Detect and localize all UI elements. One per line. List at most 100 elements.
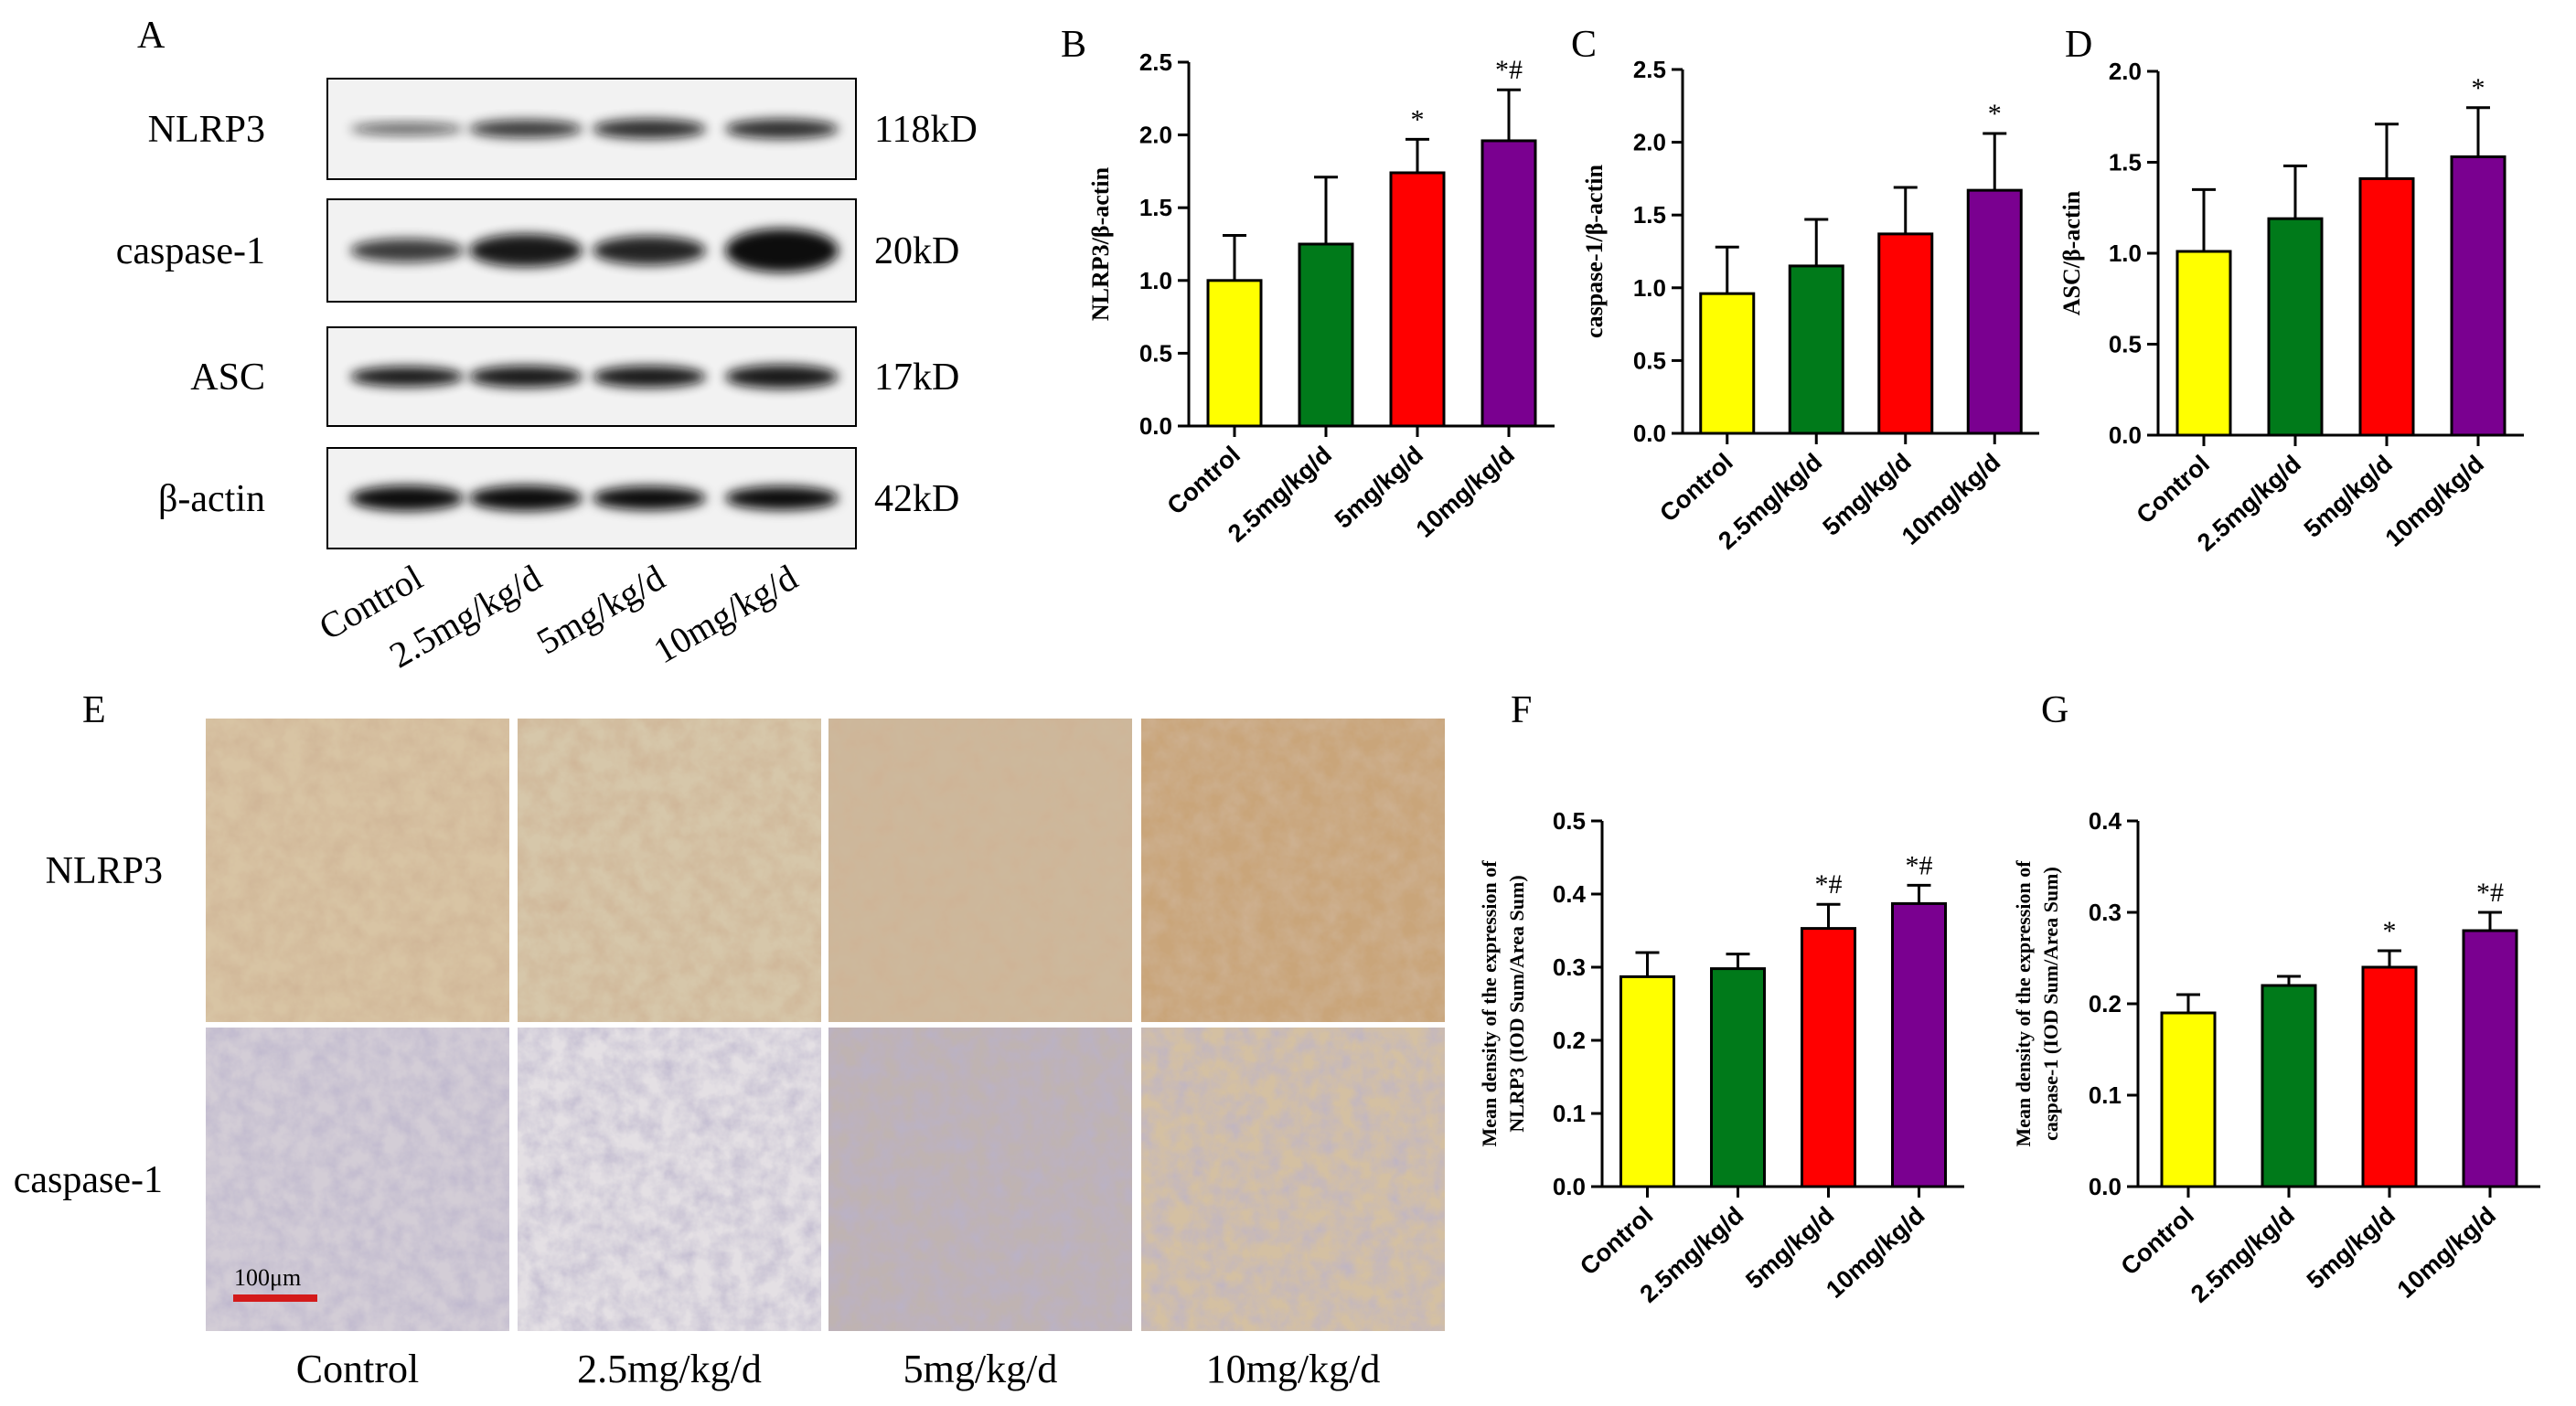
chart-asc-blot: 0.00.51.01.52.0ASC/β-actinControl2.5mg/k…: [2058, 58, 2524, 557]
blot-size-label: 20kD: [874, 230, 959, 272]
ihc-column-label: 10mg/kg/d: [1206, 1347, 1381, 1391]
blot-band: [469, 485, 583, 511]
y-tick-label: 0.5: [1553, 807, 1586, 835]
bar: [2261, 984, 2317, 1188]
bar: [2358, 176, 2415, 437]
blot-band: [725, 119, 839, 139]
y-tick-label: 0.0: [2109, 421, 2142, 449]
ihc-column-label: 5mg/kg/d: [903, 1347, 1058, 1391]
panel-letter-d: D: [2065, 24, 2092, 66]
y-tick-label: 1.0: [1633, 274, 1666, 302]
y-axis-label: Mean density of the expression of: [2012, 860, 2035, 1147]
ihc-column-label: 2.5mg/kg/d: [577, 1347, 762, 1391]
chart-nlrp3-blot: 0.00.51.01.52.02.5NLRP3/β-actinControl2.…: [1087, 48, 1555, 548]
chart-caspase1-blot: 0.0 0.5 1.0 1.5 2.0 2.5 caspase-1/β-actin Contr…: [1581, 56, 2039, 555]
panel-letter-g: G: [2041, 689, 2068, 731]
y-tick-label: 0.3: [2089, 899, 2122, 926]
ihc-micrograph: [1141, 719, 1445, 1022]
blot-band: [593, 236, 706, 265]
blot-band: [469, 366, 583, 388]
y-tick-label: 0.2: [2089, 990, 2122, 1017]
y-tick-label: 0.2: [1553, 1027, 1586, 1054]
significance-mark: *: [2383, 916, 2397, 946]
x-tick-label: 10mg/kg/d: [1897, 448, 2005, 550]
y-tick-label: 0.0: [1139, 412, 1172, 440]
blot-protein-label: NLRP3: [148, 109, 265, 151]
bar: [1206, 279, 1263, 428]
bar: [1877, 232, 1934, 435]
y-tick-label: 0.0: [1553, 1173, 1586, 1200]
x-tick-label: Control: [2116, 1201, 2199, 1281]
y-tick-label: 2.5: [1633, 56, 1666, 83]
blot-size-label: 118kD: [874, 109, 978, 151]
blot-band: [350, 239, 464, 262]
x-tick-label: 10mg/kg/d: [1411, 441, 1520, 543]
blot-band: [593, 486, 706, 510]
y-tick-label: 1.5: [2109, 149, 2142, 176]
blot-band: [350, 367, 464, 387]
x-tick-label: 10mg/kg/d: [2380, 450, 2489, 552]
blot-lane-label: 10mg/kg/d: [647, 557, 805, 672]
x-tick-label: Control: [2132, 450, 2215, 529]
ihc-row-label: caspase-1: [14, 1159, 163, 1201]
blot-band: [725, 486, 839, 510]
y-tick-label: 1.0: [2109, 240, 2142, 267]
significance-mark: *: [1988, 99, 2002, 129]
blot-band: [725, 229, 839, 272]
bar: [1966, 188, 2023, 435]
y-tick-label: 1.0: [1139, 267, 1172, 294]
y-axis-label: Mean density of the expression of: [1478, 860, 1501, 1147]
y-tick-label: 0.4: [1553, 880, 1587, 908]
ihc-micrograph: [518, 1028, 821, 1331]
bar: [2450, 155, 2507, 437]
blot-protein-label: caspase-1: [116, 230, 265, 272]
y-tick-label: 0.5: [2109, 331, 2142, 358]
significance-mark: *#: [2476, 878, 2504, 908]
blot-protein-label: β-actin: [158, 478, 265, 520]
y-tick-label: 2.0: [1633, 129, 1666, 156]
y-axis-label: ASC/β-actin: [2058, 190, 2085, 315]
bar: [1710, 967, 1766, 1188]
scale-bar: [233, 1294, 317, 1302]
bar: [1389, 171, 1446, 428]
panel-letter-e: E: [82, 689, 106, 731]
bar: [2175, 250, 2232, 437]
panel-letter-b: B: [1061, 24, 1086, 66]
panel-letter-c: C: [1571, 24, 1597, 66]
y-axis-label: NLRP3 (IOD Sum/Area Sum): [1505, 875, 1528, 1132]
y-tick-label: 0.0: [2089, 1173, 2122, 1200]
bar: [1298, 242, 1354, 428]
western-blot-panel: NLRP3 118kD caspase-1 20kD ASC 17kD β-actin 42k…: [116, 78, 978, 676]
bar: [2160, 1011, 2217, 1188]
significance-mark: *: [2472, 73, 2485, 103]
significance-mark: *#: [1495, 55, 1523, 85]
x-tick-label: 2.5mg/kg/d: [2186, 1201, 2300, 1308]
bar: [1788, 264, 1844, 435]
y-tick-label: 0.3: [1553, 953, 1586, 981]
x-tick-label: 5mg/kg/d: [2302, 1201, 2400, 1294]
ihc-micrograph: [206, 1028, 509, 1331]
y-axis-label: caspase-1/β-actin: [1581, 165, 1608, 338]
bar: [1619, 975, 1675, 1188]
blot-band: [469, 120, 583, 138]
scale-bar-label: 100μm: [234, 1264, 301, 1291]
x-tick-label: Control: [1162, 441, 1245, 520]
chart-caspase1-ihc: 0.0 0.1 0.2 0.3 0.4 Mean density of the expre…: [2012, 807, 2540, 1308]
panel-letter-a: A: [137, 15, 166, 57]
bar: [1801, 927, 1856, 1188]
ihc-micrograph: [1141, 1028, 1445, 1331]
blot-protein-label: ASC: [190, 357, 265, 399]
y-tick-label: 2.0: [1139, 122, 1172, 149]
significance-mark: *: [1411, 104, 1425, 134]
y-tick-label: 0.1: [1553, 1100, 1586, 1127]
bar: [1891, 901, 1947, 1188]
blot-band: [350, 485, 464, 511]
blot-band: [593, 119, 706, 139]
y-axis-label: NLRP3/β-actin: [1087, 166, 1114, 321]
y-tick-label: 0.5: [1633, 346, 1666, 374]
blot-band: [593, 366, 706, 388]
ihc-micrograph: [518, 719, 821, 1022]
significance-mark: *#: [1906, 850, 1933, 880]
chart-nlrp3-ihc: 0.0 0.1 0.2 0.3 0.4 0.5 Mean density of the ex…: [1478, 807, 1964, 1308]
